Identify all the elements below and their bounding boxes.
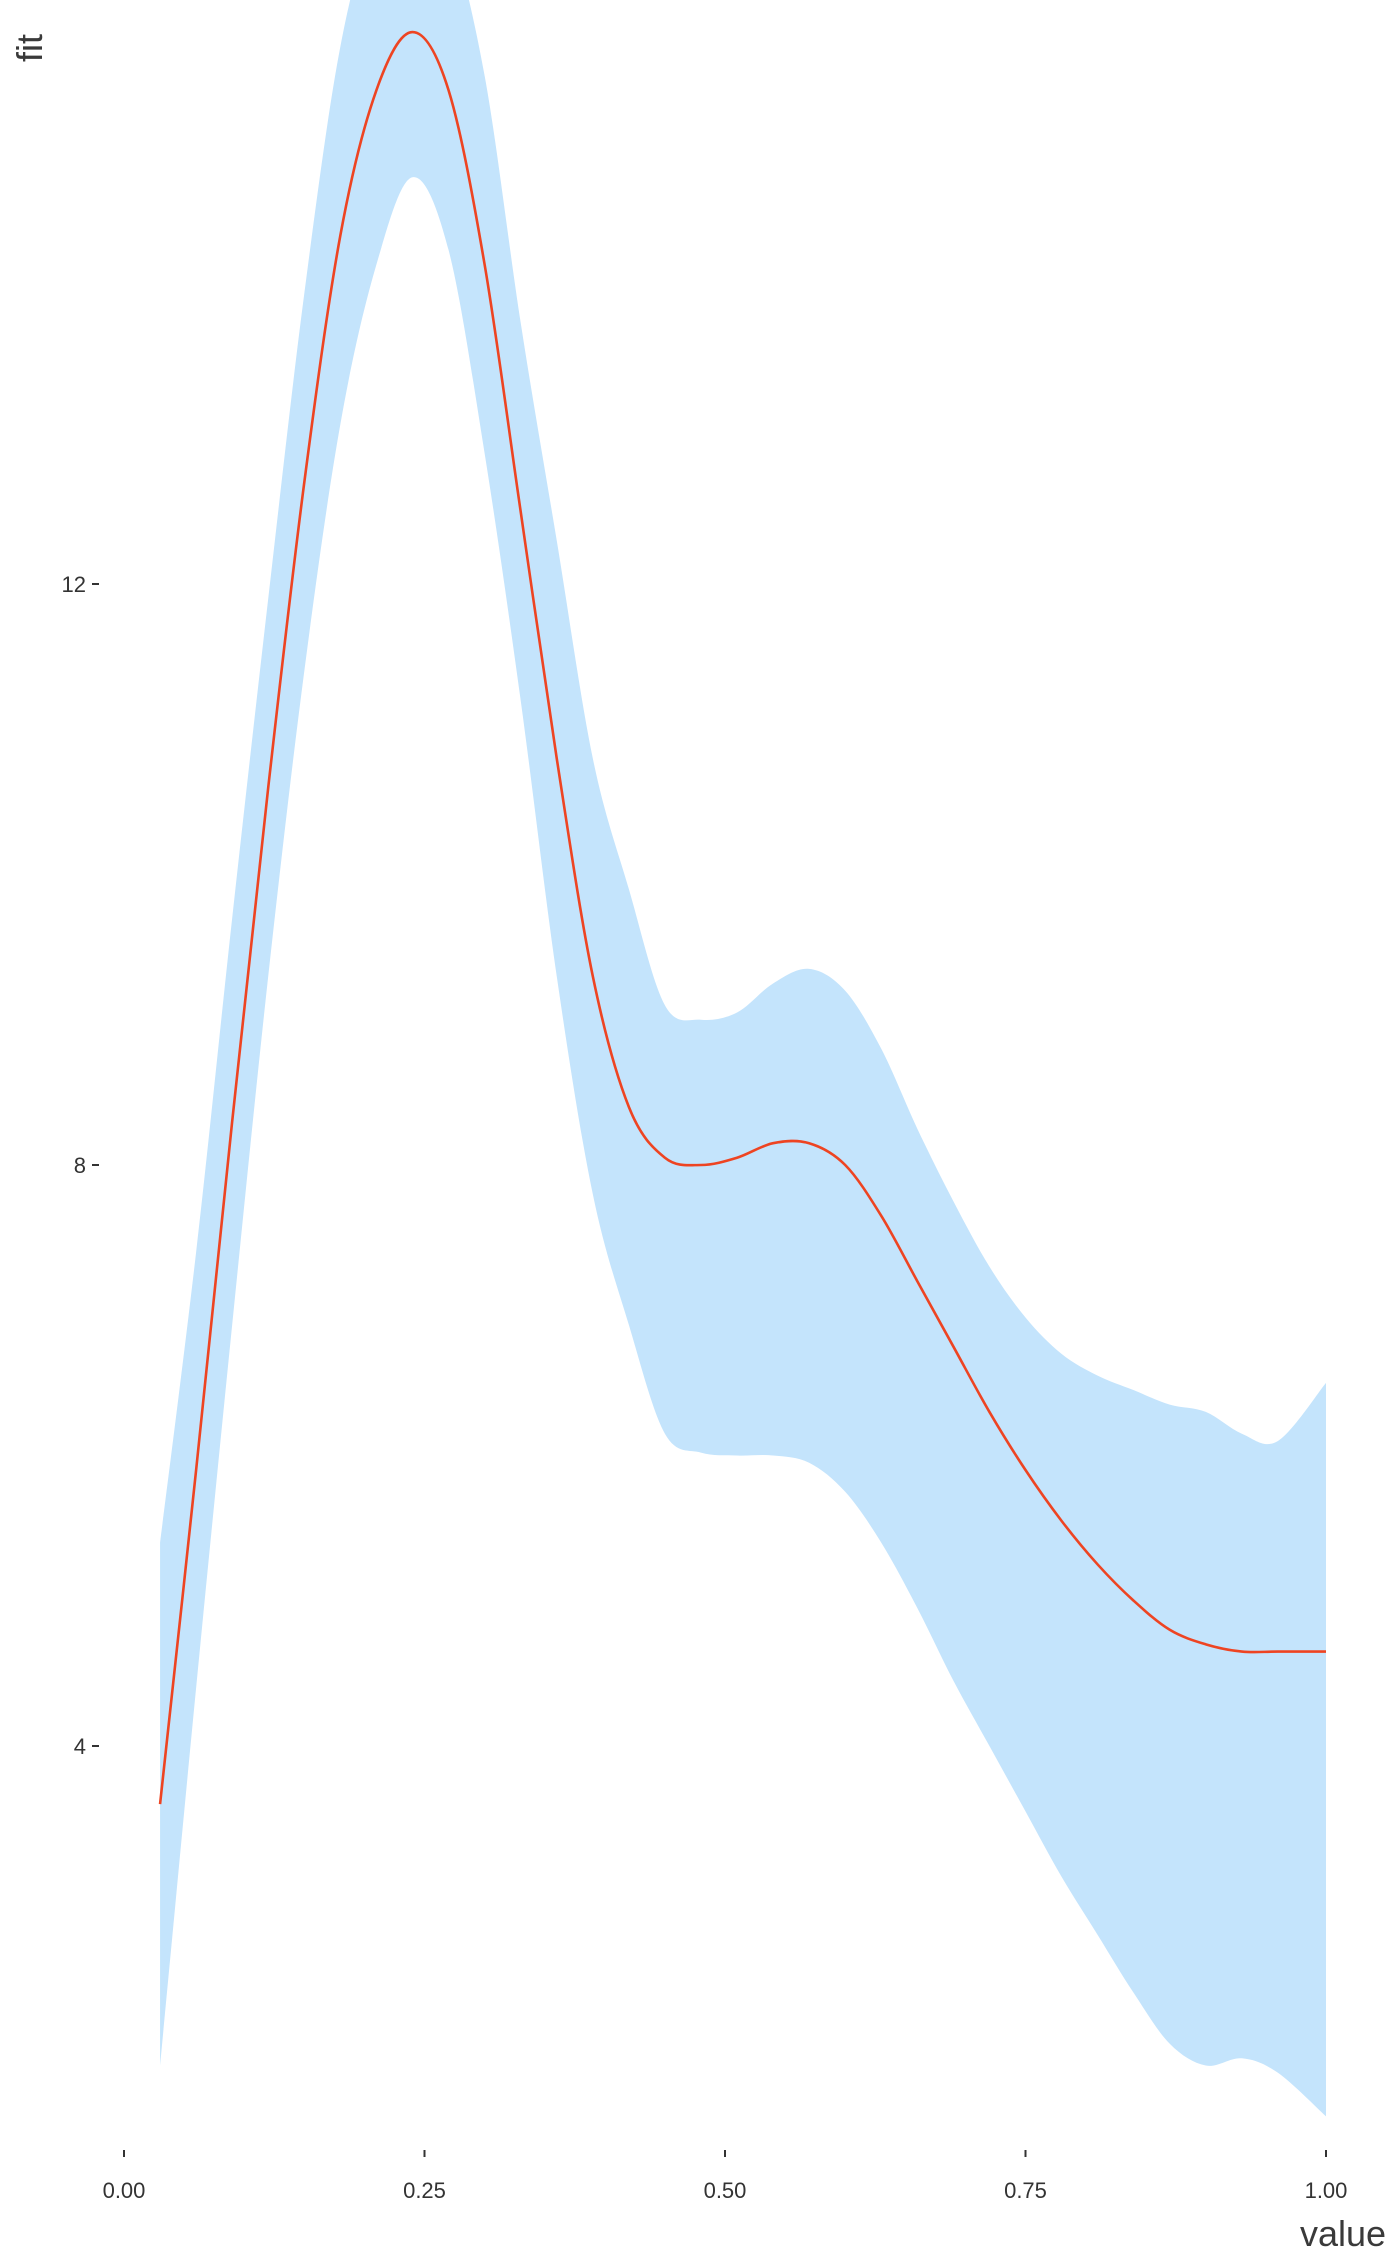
x-tick-label: 1.00 (1305, 2178, 1348, 2203)
confidence-ribbon-layer (160, 0, 1326, 2117)
x-axis-title: value (1300, 2213, 1386, 2254)
fit-line (158, 30, 1326, 1805)
confidence-ribbon (160, 0, 1326, 2117)
x-axis: 0.00 0.25 0.50 0.75 1.00 (103, 2150, 1348, 2203)
x-tick-label: 0.50 (704, 2178, 747, 2203)
y-axis-title: fit (9, 34, 50, 62)
x-tick-label: 0.75 (1004, 2178, 1047, 2203)
x-tick-label: 0.00 (103, 2178, 146, 2203)
y-axis: 4 8 12 (62, 572, 99, 1759)
y-tick-label: 4 (74, 1734, 86, 1759)
y-tick-label: 12 (62, 572, 86, 597)
fit-line-layer (158, 30, 1326, 1805)
x-tick-label: 0.25 (403, 2178, 446, 2203)
y-tick-label: 8 (74, 1153, 86, 1178)
